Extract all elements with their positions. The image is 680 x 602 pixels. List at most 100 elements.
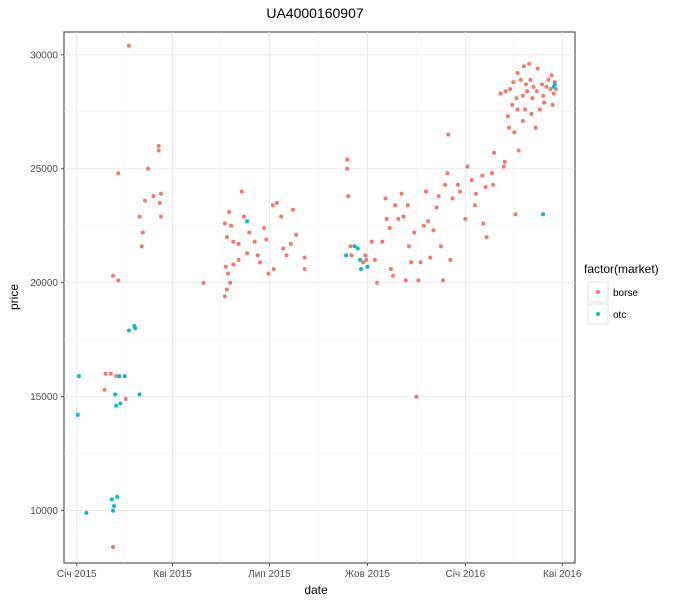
point-borse [252,239,257,244]
point-borse [284,253,289,258]
point-borse [146,166,151,171]
point-otc [355,246,360,251]
point-borse [405,203,410,208]
point-borse [438,244,443,249]
point-borse [231,239,236,244]
point-borse [527,61,532,66]
point-borse [542,100,547,105]
y-axis-title: price [7,284,21,310]
point-borse [505,114,510,119]
point-borse [399,191,404,196]
point-borse [530,96,535,101]
point-borse [391,273,395,278]
point-borse [224,235,229,240]
point-borse [384,216,389,221]
point-borse [229,223,234,228]
point-borse [436,194,441,199]
point-borse [108,371,113,376]
y-tick-label: 25000 [30,164,58,175]
point-borse [116,278,121,283]
x-tick-label: Січ 2016 [446,569,486,580]
point-borse [264,237,269,242]
point-borse [137,214,142,219]
x-tick-label: Лип 2015 [248,569,291,580]
point-borse [279,214,284,219]
point-borse [501,164,506,169]
point-borse [406,244,411,249]
x-tick-label: Кві 2015 [153,569,192,580]
point-borse [520,118,525,123]
point-borse [201,280,206,285]
point-borse [158,214,163,219]
point-borse [441,278,445,283]
point-borse [544,84,549,89]
point-otc [75,412,80,417]
point-borse [431,228,436,233]
point-borse [387,226,392,230]
point-otc [365,264,370,269]
point-otc [552,82,557,87]
point-borse [434,205,439,210]
point-borse [236,241,241,246]
point-borse [361,260,366,265]
x-axis-title: date [304,583,328,597]
point-otc [126,328,131,333]
point-borse [510,102,515,107]
point-borse [245,251,250,256]
point-borse [345,157,350,162]
point-borse [369,239,374,244]
point-otc [137,392,142,397]
point-borse [520,93,525,98]
point-borse [111,545,115,549]
point-borse [521,64,526,69]
point-borse [534,89,539,94]
x-tick-label: Жов 2015 [345,569,390,580]
point-borse [490,171,494,176]
y-tick-label: 30000 [30,50,58,61]
x-tick-label: Січ 2015 [57,569,97,580]
point-borse [223,264,228,269]
point-otc [76,374,81,379]
point-borse [255,253,260,258]
point-borse [465,164,470,169]
point-borse [290,207,295,212]
legend-marker-otc [596,312,600,316]
point-borse [550,102,555,107]
point-borse [492,150,497,155]
point-borse [123,396,128,401]
point-borse [481,221,486,226]
point-borse [416,278,421,283]
point-borse [116,171,121,176]
point-borse [443,182,448,187]
point-borse [515,71,520,75]
point-borse [498,91,503,96]
point-borse [239,189,244,194]
point-borse [396,216,401,221]
point-borse [529,112,534,116]
point-borse [346,194,351,199]
point-otc [132,324,137,328]
point-borse [414,394,419,399]
point-borse [445,171,450,176]
y-tick-label: 10000 [30,506,58,517]
point-borse [528,77,533,82]
gridlines [64,32,575,563]
point-otc [352,244,357,249]
point-borse [288,241,293,246]
point-borse [518,77,523,82]
point-borse [140,230,145,235]
point-borse [111,273,115,278]
point-otc [112,504,116,508]
point-borse [403,278,408,283]
y-axis-ticks: 10000 15000 20000 25000 30000 [30,50,64,517]
point-otc [111,508,115,513]
point-borse [525,89,530,94]
point-borse [513,212,518,217]
point-borse [426,219,431,224]
point-otc [118,401,123,406]
point-borse [421,223,426,228]
point-borse [114,374,119,379]
point-borse [270,203,275,208]
point-borse [458,189,462,194]
